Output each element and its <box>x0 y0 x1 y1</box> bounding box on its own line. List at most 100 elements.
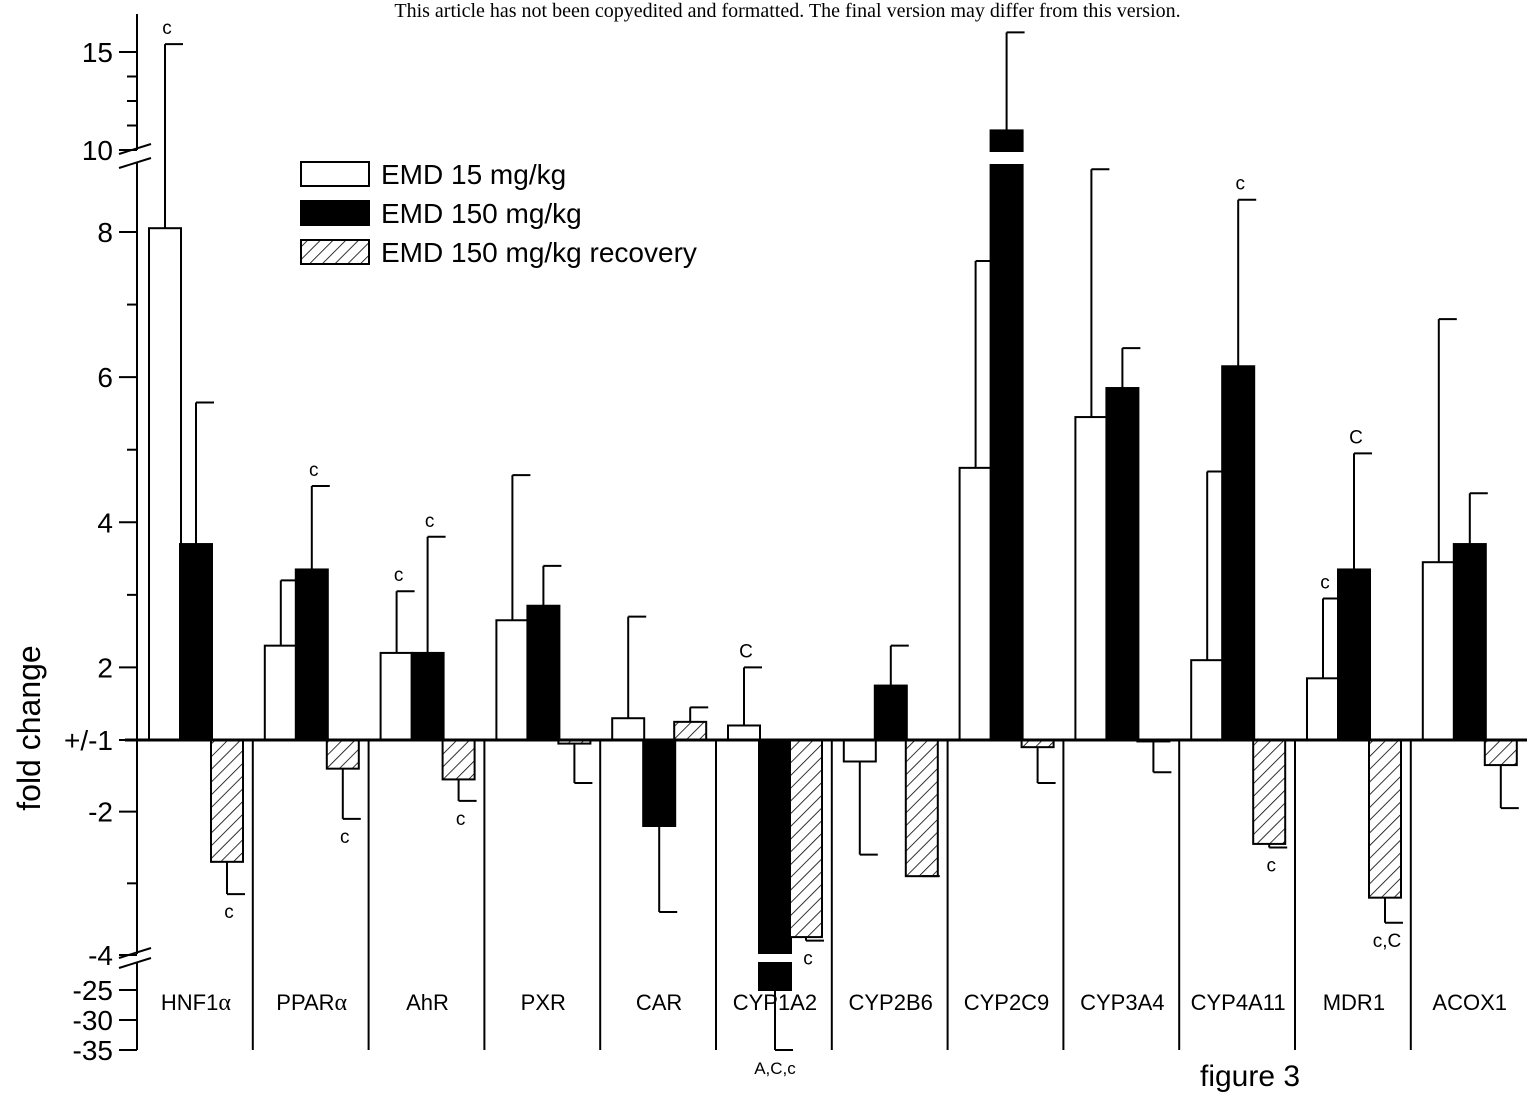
legend-swatch <box>300 161 370 187</box>
significance-label: c <box>1320 572 1330 593</box>
category-label-text: CYP2B6 <box>849 990 933 1015</box>
significance-label: c <box>456 809 466 830</box>
axis-break-gap <box>757 954 793 962</box>
bar-cyp2b6-s2 <box>873 684 908 741</box>
significance-label: c,C <box>1373 931 1402 952</box>
bar-cyp1a2-s1 <box>727 724 761 742</box>
bar-mdr1-s1 <box>1306 677 1340 741</box>
bar-mdr1-s2 <box>1337 568 1371 742</box>
bar-cyp3a4-s2 <box>1105 387 1140 741</box>
y-tick-label: -30 <box>73 1005 113 1036</box>
category-label-text: ACOX1 <box>1432 990 1507 1015</box>
bar-acox1-s2 <box>1452 543 1487 741</box>
category-label-text: CAR <box>636 990 682 1015</box>
axis-break-gap <box>988 152 1025 164</box>
bar-cyp4a11-s3 <box>1252 739 1287 845</box>
significance-label: A,C,c <box>754 1059 796 1078</box>
category-label-ahr: AhR <box>406 990 449 1015</box>
bar-ahr-s3 <box>441 739 476 781</box>
bar-cyp1a2-s2 <box>758 739 792 991</box>
bar-ahr-s1 <box>379 651 414 742</box>
category-label-mdr1: MDR1 <box>1323 990 1385 1015</box>
category-label-cyp2b6: CYP2B6 <box>849 990 933 1015</box>
axis-break-mark <box>118 947 152 959</box>
category-label-hnf1: HNF1α <box>161 990 231 1016</box>
bar-pxr-s2 <box>526 604 561 741</box>
category-label-text: CYP4A11 <box>1191 990 1286 1015</box>
axis-break-gap <box>119 954 155 962</box>
y-tick-label: +/-1 <box>64 725 113 756</box>
bar-mdr1-s3 <box>1368 739 1402 899</box>
category-label-acox1: ACOX1 <box>1432 990 1507 1015</box>
copyedit-notice: This article has not been copyedited and… <box>394 0 1181 22</box>
category-label-cyp4a11: CYP4A11 <box>1191 990 1286 1015</box>
category-label-greek: α <box>335 990 348 1016</box>
y-axis-title: fold change <box>11 645 47 810</box>
axis-break-mark <box>118 957 152 969</box>
bars <box>148 129 1518 991</box>
bar-cyp3a4-s1 <box>1074 416 1109 741</box>
bar-cyp4a11-s1 <box>1190 659 1225 742</box>
bar-cyp2c9-s1 <box>958 466 993 741</box>
bar-cyp2b6-s1 <box>842 739 877 763</box>
y-axis: 15 10 8 6 4 2 +/-1 -2 -4 -25-30-35 fold change <box>11 14 1527 1066</box>
y-tick-label: 6 <box>97 362 113 393</box>
significance-label: c <box>394 565 404 586</box>
legend-swatch <box>300 200 370 226</box>
significance-label: c <box>425 511 435 532</box>
category-label-cyp2c9: CYP2C9 <box>964 990 1050 1015</box>
bar-ppar-s3 <box>325 739 360 770</box>
bar-car-s3 <box>673 720 708 741</box>
legend-swatch <box>300 239 370 265</box>
figure-caption: figure 3 <box>1200 1060 1301 1093</box>
category-label-cyp3a4: CYP3A4 <box>1080 990 1164 1015</box>
error-bars <box>164 31 1519 1051</box>
significance-label: c <box>1266 856 1276 877</box>
y-tick-label: 15 <box>82 37 113 68</box>
bar-ahr-s2 <box>410 651 445 742</box>
significance-label: c <box>803 949 813 970</box>
bar-car-s2 <box>642 739 677 827</box>
y-tick-label: -35 <box>73 1035 113 1066</box>
legend-label: EMD 150 mg/kg <box>381 198 582 229</box>
bar-cyp1a2-s3 <box>789 739 823 939</box>
axis-break-mark <box>118 157 152 169</box>
category-label-text: CYP1A2 <box>733 990 817 1015</box>
category-dividers <box>251 740 1412 1050</box>
category-label-text: MDR1 <box>1323 990 1385 1015</box>
significance-label: C <box>1349 427 1363 448</box>
y-tick-label: -25 <box>73 975 113 1006</box>
category-label-text: PXR <box>521 990 566 1015</box>
bar-ppar-s1 <box>263 644 298 742</box>
significance-label: c <box>309 460 319 481</box>
category-label-text: AhR <box>406 990 449 1015</box>
bar-acox1-s3 <box>1483 739 1518 767</box>
bar-hnf1-s2 <box>179 543 213 741</box>
legend-label: EMD 150 mg/kg recovery <box>381 237 697 268</box>
y-tick-label: 8 <box>97 217 113 248</box>
category-label-greek: α <box>218 990 231 1016</box>
category-label-text: CYP2C9 <box>964 990 1050 1015</box>
y-tick-label: 10 <box>82 135 113 166</box>
y-tick-label: 2 <box>97 652 113 683</box>
significance-label: C <box>739 641 753 662</box>
bar-pxr-s1 <box>495 619 530 741</box>
labels: c c Cc c c A,C,c c Cc c c c c c,C HNF1α PPARα AhR PXR CAR… <box>161 18 1507 1078</box>
bar-acox1-s1 <box>1421 561 1456 742</box>
significance-label: c <box>340 827 350 848</box>
bar-hnf1-s3 <box>210 739 244 863</box>
bar-cyp2b6-s3 <box>904 739 939 878</box>
significance-label: c <box>162 18 172 39</box>
category-label-text: CYP3A4 <box>1080 990 1164 1015</box>
legend: EMD 15 mg/kg EMD 150 mg/kg EMD 150 mg/kg r… <box>300 159 697 268</box>
significance-label: c <box>1235 174 1245 195</box>
significance-label: c <box>224 902 234 923</box>
category-label-cyp1a2: CYP1A2 <box>733 990 817 1015</box>
y-tick-label: 4 <box>97 507 113 538</box>
bar-car-s1 <box>611 717 646 742</box>
category-label-car: CAR <box>636 990 682 1015</box>
category-label-ppar: PPARα <box>276 990 347 1016</box>
bar-cyp4a11-s2 <box>1221 365 1256 741</box>
y-tick-label: -2 <box>88 797 113 828</box>
